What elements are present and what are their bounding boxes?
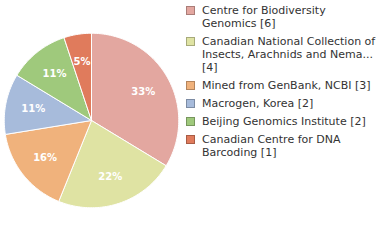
svg-text:22%: 22% bbox=[98, 171, 122, 182]
svg-text:5%: 5% bbox=[74, 56, 91, 67]
svg-text:16%: 16% bbox=[33, 152, 57, 163]
svg-text:33%: 33% bbox=[131, 86, 155, 97]
html-text:Canadian National Collection o: Canadian National Collection of Insects,… bbox=[202, 35, 376, 74]
html-text:Centre for Biodiversity Genomi: Centre for Biodiversity Genomics [6] bbox=[202, 4, 326, 30]
html-text:Macrogen, Korea [2]: Macrogen, Korea [2] bbox=[202, 97, 314, 110]
html-text:Canadian Centre for DNA Barcod: Canadian Centre for DNA Barcoding [1] bbox=[202, 133, 341, 159]
html-text:Beijing Genomics Institute [2]: Beijing Genomics Institute [2] bbox=[202, 115, 366, 128]
svg-text:11%: 11% bbox=[21, 103, 45, 114]
svg-text:11%: 11% bbox=[43, 68, 67, 79]
html-text:Mined from GenBank, NCBI [3]: Mined from GenBank, NCBI [3] bbox=[202, 79, 371, 92]
